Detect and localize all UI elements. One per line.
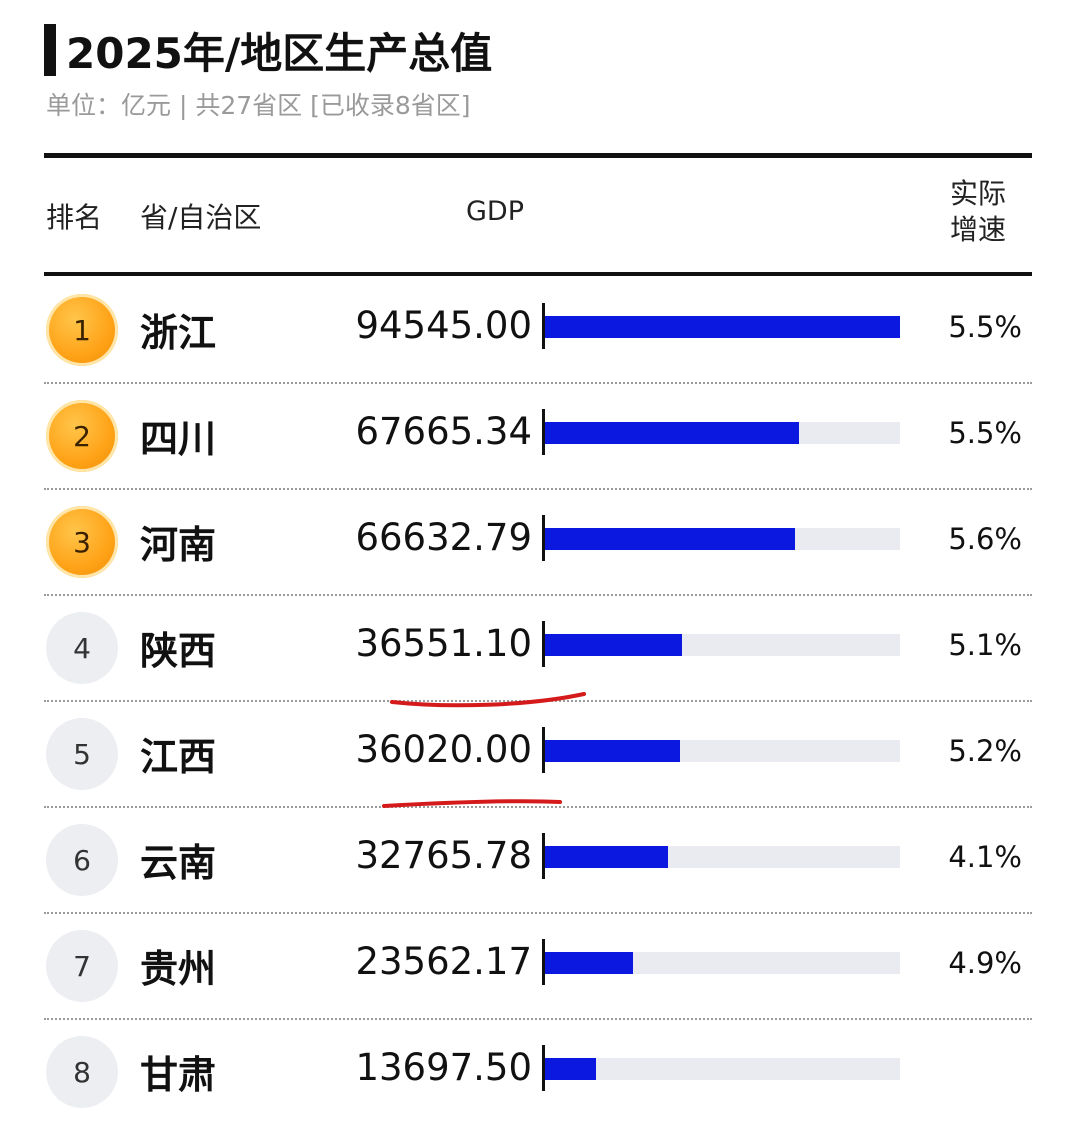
bar-track xyxy=(545,634,900,656)
bar-baseline xyxy=(542,621,545,667)
bar-track xyxy=(545,952,900,974)
bar-baseline xyxy=(542,409,545,455)
gdp-bar xyxy=(545,422,799,444)
title-accent-bar xyxy=(44,24,56,76)
table-row: 5 江西 36020.00 5.2% xyxy=(44,702,1032,808)
bar-baseline xyxy=(542,727,545,773)
rank-badge: 5 xyxy=(46,718,118,790)
growth-rate-label: 5.2% xyxy=(948,734,1022,768)
bar-baseline xyxy=(542,515,545,561)
row-divider xyxy=(44,594,1032,596)
table-top-rule xyxy=(44,153,1032,158)
rank-badge: 3 xyxy=(46,506,118,578)
growth-rate-label: 5.5% xyxy=(948,310,1022,344)
gdp-value-label: 36020.00 xyxy=(355,728,532,771)
gdp-bar xyxy=(545,846,668,868)
table-row: 4 陕西 36551.10 5.1% xyxy=(44,596,1032,708)
gdp-value-label: 66632.79 xyxy=(355,516,532,559)
bar-track xyxy=(545,740,900,762)
table-row: 7 贵州 23562.17 4.9% xyxy=(44,914,1032,1020)
column-header-rank: 排名 xyxy=(46,201,103,234)
province-label: 甘肃 xyxy=(140,1053,217,1097)
row-divider xyxy=(44,1018,1032,1020)
chart-title: 2025年/地区生产总值 xyxy=(66,28,493,78)
row-divider xyxy=(44,912,1032,914)
rank-badge: 6 xyxy=(46,824,118,896)
table-header-rule xyxy=(44,272,1032,276)
rank-badge: 8 xyxy=(46,1036,118,1108)
bar-baseline xyxy=(542,833,545,879)
gdp-bar xyxy=(545,316,900,338)
gdp-bar xyxy=(545,1058,596,1080)
bar-baseline xyxy=(542,303,545,349)
rank-badge: 4 xyxy=(46,612,118,684)
province-label: 江西 xyxy=(140,735,217,779)
row-divider xyxy=(44,382,1032,384)
gdp-bar xyxy=(545,740,680,762)
gdp-bar xyxy=(545,528,795,550)
table-row: 2 四川 67665.34 5.5% xyxy=(44,384,1032,490)
bar-baseline xyxy=(542,1045,545,1091)
bar-track xyxy=(545,528,900,550)
gdp-bar xyxy=(545,634,682,656)
province-label: 河南 xyxy=(140,523,217,567)
bar-baseline xyxy=(542,939,545,985)
growth-rate-label: 4.1% xyxy=(948,840,1022,874)
rank-badge: 7 xyxy=(46,930,118,1002)
province-label: 四川 xyxy=(140,417,217,461)
growth-rate-label: 5.1% xyxy=(948,628,1022,662)
gdp-value-label: 32765.78 xyxy=(355,834,532,877)
table-row: 3 河南 66632.79 5.6% xyxy=(44,490,1032,596)
gdp-value-label: 36551.10 xyxy=(355,622,532,665)
rank-badge: 1 xyxy=(46,294,118,366)
row-divider xyxy=(44,488,1032,490)
bar-track xyxy=(545,422,900,444)
province-label: 贵州 xyxy=(140,947,217,991)
bar-track xyxy=(545,316,900,338)
gdp-value-label: 13697.50 xyxy=(355,1046,532,1089)
gdp-bar xyxy=(545,952,633,974)
gdp-value-label: 94545.00 xyxy=(355,304,532,347)
table-row: 1 浙江 94545.00 5.5% xyxy=(44,278,1032,384)
growth-rate-label: 5.6% xyxy=(948,522,1022,556)
rank-badge: 2 xyxy=(46,400,118,472)
gdp-value-label: 67665.34 xyxy=(355,410,532,453)
province-label: 陕西 xyxy=(140,629,217,673)
column-header-growth: 实际增速 xyxy=(950,177,1007,246)
chart-subtitle: 单位：亿元 | 共27省区 [已收录8省区] xyxy=(46,91,471,120)
growth-rate-label: 5.5% xyxy=(948,416,1022,450)
growth-rate-label: 4.9% xyxy=(948,946,1022,980)
column-header-province: 省/自治区 xyxy=(140,201,262,234)
gdp-value-label: 23562.17 xyxy=(355,940,532,983)
title-block: 2025年/地区生产总值 xyxy=(44,22,492,78)
province-label: 浙江 xyxy=(140,311,217,355)
column-header-gdp: GDP xyxy=(466,196,524,227)
bar-track xyxy=(545,1058,900,1080)
table-row: 6 云南 32765.78 4.1% xyxy=(44,808,1032,914)
bar-track xyxy=(545,846,900,868)
table-row: 8 甘肃 13697.50 xyxy=(44,1020,1032,1126)
province-label: 云南 xyxy=(140,841,217,885)
